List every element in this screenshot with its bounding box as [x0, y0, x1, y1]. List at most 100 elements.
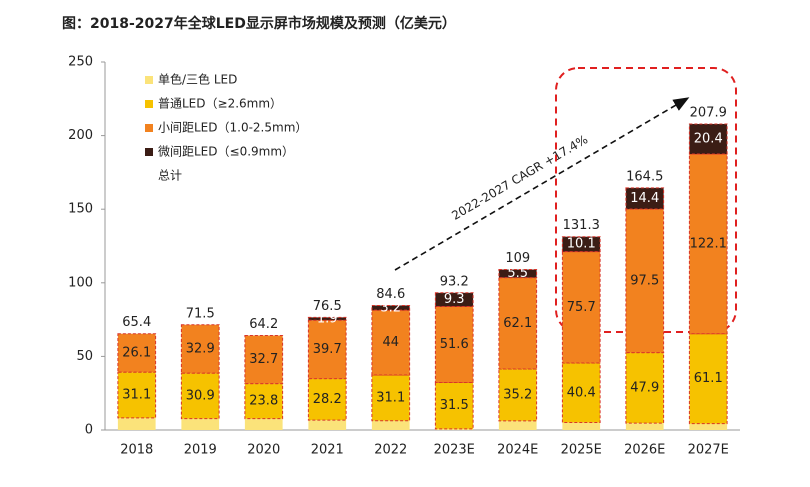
bar-segment: [434, 381, 474, 430]
bar-segment: [117, 371, 157, 419]
chart-title: 图：2018-2027年全球LED显示屏市场规模及预测（亿美元）: [62, 15, 456, 32]
bar-segment: [498, 368, 538, 422]
y-tick-label: 250: [68, 55, 93, 70]
bar-segment: [181, 418, 220, 430]
bar-segment: [625, 352, 665, 424]
value-label: 30.9: [186, 388, 215, 403]
bar-segment: [435, 428, 474, 430]
bar-segment: [561, 362, 601, 423]
bar-segment: [180, 372, 220, 420]
y-tick-label: 50: [76, 349, 93, 364]
x-tick-label: 2025E: [561, 443, 602, 458]
legend-label: 小间距LED（1.0-2.5mm）: [158, 121, 307, 135]
annotation: 2022-2027 CAGR +17.4%: [449, 132, 590, 223]
bar-segment: [434, 292, 474, 307]
bar-segment: [498, 420, 537, 430]
value-label: 26.1: [122, 345, 151, 360]
y-tick-label: 150: [68, 202, 93, 217]
value-label: 23.8: [249, 394, 278, 409]
legend-swatch: [145, 124, 153, 132]
legend-label: 总计: [158, 169, 182, 183]
bar-segment: [244, 334, 284, 385]
value-label: 5.5: [507, 266, 528, 281]
value-label: 20.4: [694, 131, 723, 146]
value-label: 32.7: [249, 352, 278, 367]
value-label: 1.9: [317, 311, 338, 326]
value-label: 44: [382, 335, 399, 350]
bar-segment: [625, 423, 664, 430]
value-label: 40.4: [567, 385, 596, 400]
value-label: 32.9: [186, 341, 215, 356]
x-tick-label: 2027E: [688, 443, 729, 458]
value-label: 31.1: [122, 388, 151, 403]
total-label: 131.3: [563, 218, 600, 233]
x-tick-label: 2019: [184, 443, 217, 458]
bar-segment: [117, 333, 157, 373]
bar-segment: [371, 374, 411, 422]
bar-segment: [244, 383, 284, 420]
total-label: 65.4: [122, 315, 151, 330]
value-label: 14.4: [630, 191, 659, 206]
bar-segment: [307, 378, 347, 421]
bar-segment: [561, 251, 601, 364]
bar-segment: [371, 309, 411, 376]
trend-arrow: [394, 97, 690, 271]
legend-swatch: [145, 100, 153, 108]
bar-segment: [434, 305, 474, 383]
x-tick-label: 2018: [120, 443, 153, 458]
value-label: 28.2: [313, 392, 342, 407]
bar-segment: [308, 420, 347, 430]
y-tick-label: 200: [68, 128, 93, 143]
value-label: 10.1: [567, 237, 596, 252]
bar-segment: [688, 333, 728, 425]
value-label: 39.7: [313, 342, 342, 357]
y-tick-label: 100: [68, 275, 93, 290]
bar-segment: [688, 123, 728, 155]
bar-segment: [244, 418, 283, 430]
value-label: 62.1: [503, 316, 532, 331]
bar-segment: [371, 420, 410, 430]
total-label: 84.6: [376, 287, 405, 302]
bar-segment: [180, 324, 220, 374]
bar-segment: [371, 304, 411, 311]
bar-segment: [625, 208, 665, 354]
legend-label: 单色/三色 LED: [158, 73, 237, 87]
x-tick-label: 2022: [374, 443, 407, 458]
legend-label: 微间距LED（≤0.9mm）: [158, 145, 294, 159]
x-tick-label: 2024E: [497, 443, 538, 458]
bar-segment: [562, 422, 601, 430]
legend-swatch: [145, 148, 153, 156]
bar-segment: [117, 417, 156, 430]
value-label: 61.1: [694, 371, 723, 386]
x-tick-label: 2020: [247, 443, 280, 458]
total-label: 93.2: [440, 274, 469, 289]
total-label: 76.5: [313, 299, 342, 314]
value-label: 3.2: [380, 300, 401, 315]
legend-label: 普通LED（≥2.6mm）: [158, 97, 282, 111]
total-label: 164.5: [626, 169, 663, 184]
value-label: 9.3: [444, 292, 465, 307]
bar-segment: [689, 423, 728, 430]
value-label: 122.1: [690, 236, 727, 251]
value-label: 47.9: [630, 380, 659, 395]
bar-segment: [307, 316, 347, 321]
total-label: 109: [505, 251, 530, 266]
value-label: 97.5: [630, 273, 659, 288]
x-tick-label: 2026E: [624, 443, 665, 458]
bar-segment: [307, 319, 347, 380]
bar-segment: [625, 187, 665, 210]
x-tick-label: 2021: [311, 443, 344, 458]
value-label: 31.1: [376, 390, 405, 405]
value-label: 31.5: [440, 398, 469, 413]
value-label: 51.6: [440, 337, 469, 352]
value-label: 75.7: [567, 300, 596, 315]
value-label: 35.2: [503, 387, 532, 402]
total-label: 207.9: [690, 105, 727, 120]
total-label: 64.2: [249, 317, 278, 332]
bar-segment: [688, 153, 728, 335]
total-label: 71.5: [186, 306, 215, 321]
y-tick-label: 0: [85, 423, 93, 438]
legend-swatch: [145, 76, 153, 84]
bar-segment: [498, 277, 538, 370]
